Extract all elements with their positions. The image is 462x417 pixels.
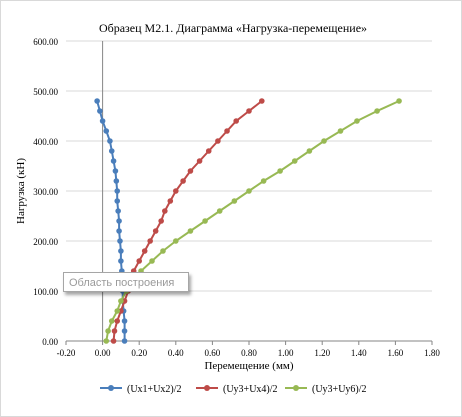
- data-point[interactable]: [306, 148, 313, 154]
- legend-item[interactable]: (Ux1+Ux2)/2: [100, 384, 182, 395]
- data-point[interactable]: [259, 98, 265, 104]
- y-tick-label: 400.00: [33, 137, 58, 147]
- legend-swatch-marker: [204, 385, 210, 391]
- data-point[interactable]: [291, 158, 298, 164]
- data-point[interactable]: [167, 198, 174, 204]
- data-point[interactable]: [121, 328, 128, 334]
- data-point[interactable]: [158, 218, 164, 224]
- data-point[interactable]: [105, 328, 111, 334]
- data-point[interactable]: [94, 98, 100, 104]
- series-group[interactable]: [94, 98, 402, 344]
- data-point[interactable]: [152, 228, 159, 234]
- data-point[interactable]: [99, 118, 106, 124]
- data-point[interactable]: [321, 138, 327, 144]
- data-point[interactable]: [215, 138, 221, 144]
- chart-title: Образец М2.1. Диаграмма «Нагрузка-переме…: [99, 21, 367, 35]
- y-tick-label: 200.00: [33, 237, 58, 247]
- data-point[interactable]: [115, 208, 121, 214]
- data-point[interactable]: [117, 238, 123, 244]
- data-point[interactable]: [173, 238, 179, 244]
- legend-label: (Ux1+Ux2)/2: [127, 384, 182, 395]
- data-point[interactable]: [118, 298, 124, 304]
- data-point[interactable]: [187, 168, 194, 174]
- plot-area-tooltip: Область построения: [63, 272, 189, 292]
- x-axis-label: Перемещение (мм): [204, 360, 293, 372]
- data-point[interactable]: [141, 248, 148, 254]
- data-point[interactable]: [354, 118, 360, 124]
- data-point[interactable]: [160, 248, 166, 254]
- data-point[interactable]: [103, 128, 110, 134]
- data-point[interactable]: [112, 168, 119, 174]
- data-point[interactable]: [202, 218, 208, 224]
- x-tick-label: 1.00: [278, 348, 294, 358]
- data-point[interactable]: [118, 248, 124, 254]
- data-point[interactable]: [149, 258, 155, 264]
- legend-swatch-marker: [108, 385, 114, 391]
- data-point[interactable]: [187, 228, 194, 234]
- data-point[interactable]: [108, 148, 115, 154]
- x-tick-label: 0.00: [95, 348, 111, 358]
- data-point[interactable]: [337, 128, 344, 134]
- data-point[interactable]: [196, 158, 203, 164]
- x-tick-label: 1.60: [388, 348, 404, 358]
- y-tick-label: 300.00: [33, 187, 58, 197]
- data-point[interactable]: [147, 238, 153, 244]
- data-point[interactable]: [118, 258, 124, 264]
- data-point[interactable]: [107, 138, 113, 144]
- x-tick-label: 0.60: [205, 348, 221, 358]
- x-tick-label: 1.80: [424, 348, 440, 358]
- legend-item[interactable]: (Uy3+Ux4)/2: [196, 384, 278, 395]
- data-point[interactable]: [180, 178, 186, 184]
- legend-item[interactable]: (Uy3+Uy6)/2: [285, 384, 367, 395]
- data-point[interactable]: [374, 108, 380, 114]
- y-tick-label: 100.00: [33, 287, 58, 297]
- legend-swatch-marker: [293, 385, 299, 391]
- data-point[interactable]: [173, 188, 179, 194]
- series-3[interactable]: [103, 98, 402, 344]
- x-tick-label: -0.20: [57, 348, 76, 358]
- legend[interactable]: (Ux1+Ux2)/2 (Uy3+Ux4)/2 (Uy3+Uy6)/2: [100, 384, 367, 395]
- data-point[interactable]: [114, 318, 121, 324]
- data-point[interactable]: [116, 228, 122, 234]
- x-tick-label: 0.80: [241, 348, 257, 358]
- y-tick-label: 0.00: [42, 337, 58, 347]
- legend-label: (Uy3+Ux4)/2: [223, 384, 278, 395]
- data-point[interactable]: [97, 108, 103, 114]
- data-point[interactable]: [114, 198, 121, 204]
- data-point[interactable]: [108, 318, 115, 324]
- data-point[interactable]: [111, 328, 118, 334]
- data-point[interactable]: [246, 188, 252, 194]
- data-point[interactable]: [231, 198, 238, 204]
- data-point[interactable]: [116, 218, 122, 224]
- data-point[interactable]: [136, 258, 142, 264]
- data-point[interactable]: [121, 338, 128, 344]
- x-tick-label: 0.20: [131, 348, 147, 358]
- data-point[interactable]: [114, 188, 121, 194]
- y-axis-label: Нагрузка (кН): [15, 158, 27, 224]
- data-point[interactable]: [396, 98, 402, 104]
- x-tick-label: 1.20: [314, 348, 330, 358]
- data-point[interactable]: [277, 168, 283, 174]
- data-point[interactable]: [260, 178, 267, 184]
- data-point[interactable]: [110, 158, 117, 164]
- data-point[interactable]: [114, 308, 121, 314]
- legend-label: (Uy3+Uy6)/2: [312, 384, 367, 395]
- data-point[interactable]: [246, 108, 252, 114]
- data-point[interactable]: [205, 148, 212, 154]
- data-point[interactable]: [216, 208, 223, 214]
- data-point[interactable]: [233, 118, 239, 124]
- x-tick-label: 1.40: [351, 348, 367, 358]
- x-tick-label: 0.40: [168, 348, 184, 358]
- data-point[interactable]: [113, 178, 120, 184]
- data-point[interactable]: [103, 338, 110, 344]
- data-point[interactable]: [121, 318, 128, 324]
- y-tick-label: 500.00: [33, 87, 58, 97]
- data-point[interactable]: [224, 128, 230, 134]
- y-tick-label: 600.00: [33, 37, 58, 47]
- data-point[interactable]: [110, 338, 117, 344]
- data-point[interactable]: [162, 208, 168, 214]
